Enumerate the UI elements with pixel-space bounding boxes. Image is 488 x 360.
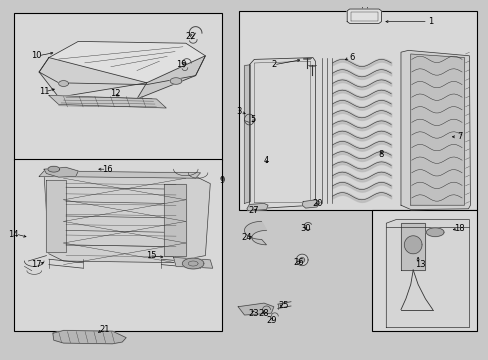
Polygon shape — [44, 167, 78, 177]
Polygon shape — [400, 223, 425, 270]
Polygon shape — [238, 303, 273, 315]
Text: 23: 23 — [247, 309, 258, 318]
Text: 22: 22 — [185, 32, 196, 41]
Text: 17: 17 — [31, 260, 42, 269]
Text: 9: 9 — [220, 176, 224, 185]
Polygon shape — [49, 95, 166, 108]
Polygon shape — [182, 258, 203, 269]
Text: 3: 3 — [236, 107, 241, 116]
Text: 19: 19 — [175, 60, 186, 69]
Polygon shape — [59, 81, 68, 86]
Polygon shape — [404, 236, 421, 254]
Polygon shape — [400, 50, 469, 210]
Text: 24: 24 — [241, 233, 252, 242]
Polygon shape — [137, 56, 205, 99]
Polygon shape — [173, 257, 212, 268]
Text: 12: 12 — [109, 89, 120, 98]
Polygon shape — [426, 228, 443, 237]
Text: 1: 1 — [427, 17, 432, 26]
Polygon shape — [296, 254, 307, 266]
Text: 28: 28 — [258, 310, 269, 319]
Polygon shape — [244, 221, 266, 245]
Polygon shape — [39, 41, 205, 85]
Text: 8: 8 — [378, 150, 383, 159]
Text: 7: 7 — [456, 132, 461, 141]
Text: 20: 20 — [312, 199, 323, 208]
Text: 26: 26 — [292, 258, 303, 267]
Polygon shape — [246, 203, 267, 211]
Text: 27: 27 — [247, 206, 258, 215]
Text: 16: 16 — [102, 165, 113, 174]
Text: 6: 6 — [349, 53, 354, 62]
Polygon shape — [53, 330, 126, 344]
Polygon shape — [346, 9, 381, 23]
Polygon shape — [302, 200, 320, 208]
Text: 4: 4 — [264, 156, 268, 165]
Text: 11: 11 — [39, 87, 49, 96]
Polygon shape — [163, 184, 185, 256]
Text: 30: 30 — [300, 224, 310, 233]
Polygon shape — [46, 180, 66, 252]
Text: 2: 2 — [271, 60, 276, 69]
Text: 21: 21 — [100, 325, 110, 334]
Bar — [238, 11, 476, 210]
Text: 29: 29 — [266, 316, 277, 325]
Text: 15: 15 — [146, 251, 157, 260]
Polygon shape — [410, 54, 464, 205]
Polygon shape — [299, 257, 304, 262]
Polygon shape — [244, 65, 250, 203]
Polygon shape — [39, 58, 146, 97]
Text: 10: 10 — [31, 51, 42, 60]
Polygon shape — [39, 171, 200, 178]
Polygon shape — [48, 166, 60, 172]
Bar — [371, 210, 476, 331]
Bar — [14, 159, 222, 331]
Polygon shape — [386, 220, 468, 328]
Polygon shape — [249, 58, 315, 209]
Text: 5: 5 — [250, 115, 255, 124]
Text: 14: 14 — [8, 230, 19, 239]
Text: 13: 13 — [414, 260, 425, 269]
Text: 18: 18 — [453, 224, 464, 233]
Text: 25: 25 — [278, 302, 288, 310]
Polygon shape — [170, 78, 182, 84]
Bar — [14, 13, 222, 160]
Polygon shape — [44, 173, 210, 263]
